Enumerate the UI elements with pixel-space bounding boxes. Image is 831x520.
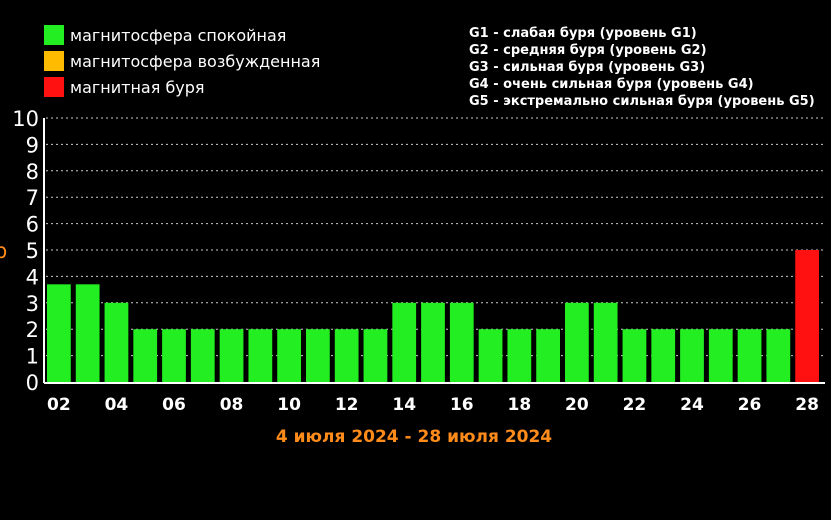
y-tick-label-0: 0 <box>26 371 39 395</box>
bar-28 <box>795 250 819 382</box>
x-tick-label-06: 06 <box>162 395 186 415</box>
bar-17 <box>478 329 503 382</box>
bar-09 <box>248 329 273 382</box>
y-axis-label: p <box>0 239 7 263</box>
x-tick-label-16: 16 <box>450 395 474 415</box>
legend-item-excited: магнитосфера возбужденная <box>44 50 320 72</box>
storm-scale-list: G1 - слабая буря (уровень G1) G2 - средн… <box>469 25 815 110</box>
bar-23 <box>651 329 676 382</box>
bar-15 <box>421 302 445 382</box>
x-tick-label-14: 14 <box>392 395 416 415</box>
bar-16 <box>449 302 474 382</box>
y-tick-label-1: 1 <box>26 345 39 369</box>
y-tick-label-10: 10 <box>12 107 39 131</box>
legend-label-excited: магнитосфера возбужденная <box>70 51 321 71</box>
storm-scale-g2: G2 - средняя буря (уровень G2) <box>469 43 707 58</box>
x-tick-label-24: 24 <box>680 395 704 415</box>
x-tick-label-08: 08 <box>220 395 244 415</box>
bar-20 <box>565 302 589 382</box>
x-tick-label-28: 28 <box>795 395 819 415</box>
legend-label-quiet: магнитосфера спокойная <box>70 25 287 45</box>
y-tick-label-8: 8 <box>26 160 39 184</box>
bar-18 <box>507 329 532 382</box>
bar-10 <box>277 329 301 382</box>
x-tick-label-10: 10 <box>277 395 301 415</box>
y-tick-label-9: 9 <box>26 133 39 157</box>
x-tick-label-26: 26 <box>738 395 762 415</box>
x-tick-label-02: 02 <box>47 395 71 415</box>
storm-scale-g1: G1 - слабая буря (уровень G1) <box>469 26 697 41</box>
bar-04 <box>104 302 129 382</box>
x-axis-label-date-range: 4 июля 2024 - 28 июля 2024 <box>276 427 552 447</box>
bar-22 <box>622 329 647 382</box>
y-tick-label-7: 7 <box>26 186 39 210</box>
x-tick-label-18: 18 <box>507 395 531 415</box>
bar-03 <box>75 284 100 382</box>
y-tick-label-5: 5 <box>26 239 39 263</box>
storm-scale-g3: G3 - сильная буря (уровень G3) <box>469 60 706 75</box>
x-tick-label-22: 22 <box>623 395 647 415</box>
storm-scale-g5: G5 - экстремально сильная буря (уровень … <box>469 94 815 109</box>
x-tick-label-20: 20 <box>565 395 589 415</box>
bar-13 <box>363 329 388 382</box>
storm-scale-g4: G4 - очень сильная буря (уровень G4) <box>469 77 754 92</box>
bar-14 <box>392 302 417 382</box>
bar-05 <box>133 329 158 382</box>
legend-item-storm: магнитная буря <box>44 76 205 98</box>
y-tick-label-2: 2 <box>26 318 39 342</box>
legend-item-quiet: магнитосфера спокойная <box>44 24 286 46</box>
bar-02 <box>47 284 71 382</box>
legend-swatch-excited <box>44 51 64 71</box>
x-tick-label-04: 04 <box>105 395 129 415</box>
bar-11 <box>306 329 330 382</box>
bar-06 <box>162 329 186 382</box>
bar-12 <box>334 329 359 382</box>
y-tick-label-4: 4 <box>26 265 39 289</box>
bar-25 <box>708 329 733 382</box>
legend-swatch-quiet <box>44 25 64 45</box>
bar-26 <box>737 329 762 382</box>
bar-07 <box>190 329 215 382</box>
bar-08 <box>219 329 244 382</box>
y-tick-label-6: 6 <box>26 213 39 237</box>
legend-swatch-storm <box>44 77 64 97</box>
bar-27 <box>766 329 791 382</box>
bar-19 <box>536 329 560 382</box>
bar-24 <box>680 329 704 382</box>
legend-label-storm: магнитная буря <box>70 77 205 97</box>
bar-21 <box>593 302 618 382</box>
y-tick-label-3: 3 <box>26 292 39 316</box>
x-tick-label-12: 12 <box>335 395 359 415</box>
